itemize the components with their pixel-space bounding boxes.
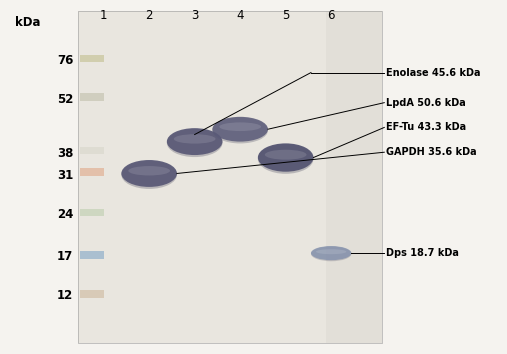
Text: 17: 17 xyxy=(57,250,74,263)
Text: 5: 5 xyxy=(282,9,289,22)
Text: Dps 18.7 kDa: Dps 18.7 kDa xyxy=(386,248,459,258)
Ellipse shape xyxy=(311,246,351,260)
Ellipse shape xyxy=(258,144,313,174)
Ellipse shape xyxy=(258,143,313,172)
Text: 52: 52 xyxy=(57,93,74,105)
Text: 31: 31 xyxy=(57,169,74,182)
Text: 2: 2 xyxy=(146,9,153,22)
Ellipse shape xyxy=(265,150,307,160)
Ellipse shape xyxy=(174,134,215,144)
Ellipse shape xyxy=(220,122,261,131)
Ellipse shape xyxy=(121,161,177,189)
Ellipse shape xyxy=(316,249,346,254)
Ellipse shape xyxy=(167,128,223,155)
Bar xyxy=(80,93,104,101)
Text: 1: 1 xyxy=(100,9,107,22)
Text: Enolase 45.6 kDa: Enolase 45.6 kDa xyxy=(386,68,480,78)
Text: 3: 3 xyxy=(191,9,198,22)
Bar xyxy=(326,11,382,343)
Text: 76: 76 xyxy=(57,54,74,67)
Text: 6: 6 xyxy=(328,9,335,22)
Bar xyxy=(79,11,382,343)
Bar xyxy=(80,147,104,154)
Bar xyxy=(80,55,104,62)
Ellipse shape xyxy=(167,129,223,157)
Text: EF-Tu 43.3 kDa: EF-Tu 43.3 kDa xyxy=(386,122,466,132)
Bar xyxy=(80,251,104,259)
Ellipse shape xyxy=(212,118,268,143)
Text: 24: 24 xyxy=(57,208,74,221)
Ellipse shape xyxy=(128,166,170,176)
Text: kDa: kDa xyxy=(15,16,41,29)
Text: 38: 38 xyxy=(57,148,74,160)
Ellipse shape xyxy=(311,246,351,261)
Text: GAPDH 35.6 kDa: GAPDH 35.6 kDa xyxy=(386,147,477,157)
Bar xyxy=(79,11,382,343)
Bar xyxy=(80,168,104,176)
Ellipse shape xyxy=(212,117,268,142)
Text: LpdA 50.6 kDa: LpdA 50.6 kDa xyxy=(386,98,465,108)
Text: 12: 12 xyxy=(57,289,74,302)
Text: 4: 4 xyxy=(236,9,244,22)
Bar xyxy=(80,290,104,298)
Ellipse shape xyxy=(121,160,177,187)
Bar xyxy=(79,11,382,343)
Bar xyxy=(80,209,104,216)
